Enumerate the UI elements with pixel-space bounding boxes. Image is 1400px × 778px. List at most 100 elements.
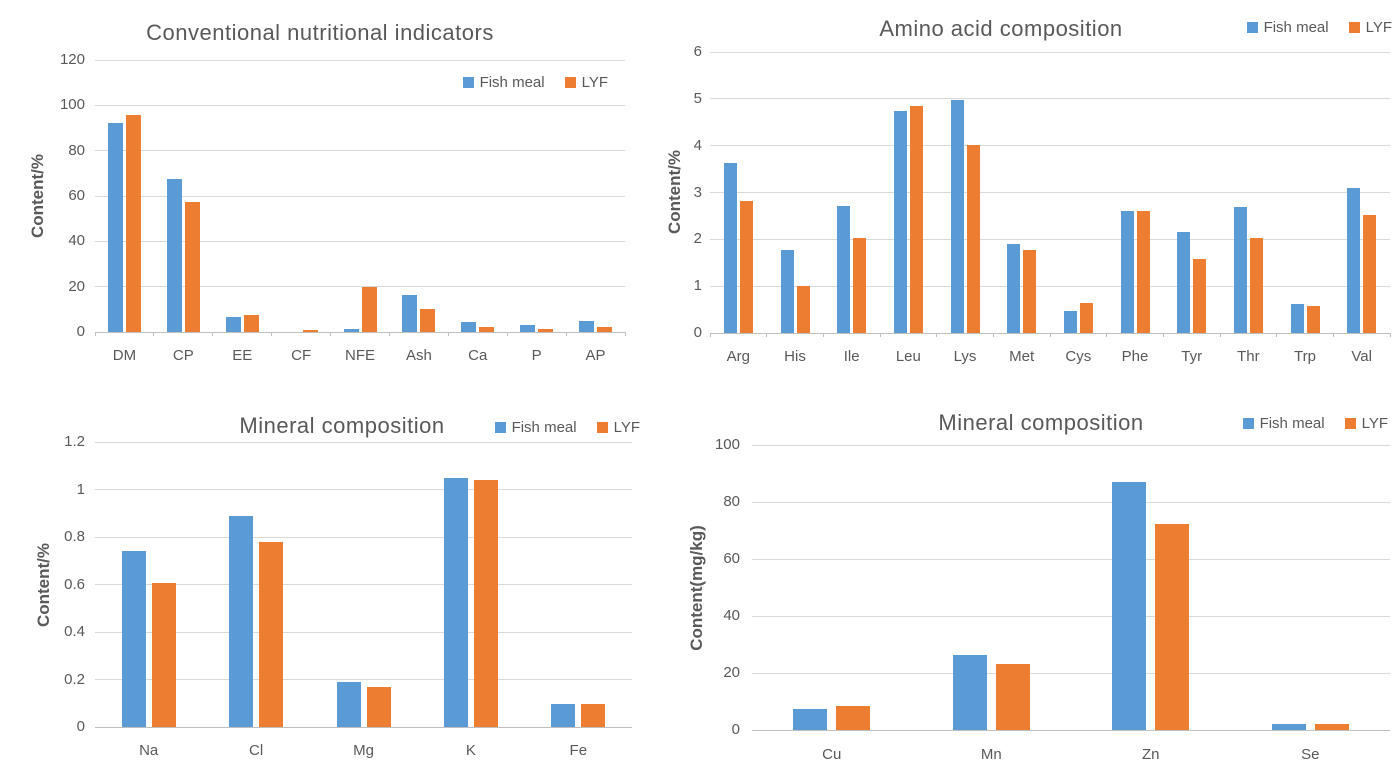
x-axis-tick <box>822 333 824 337</box>
bar-fish-meal-k <box>444 478 468 727</box>
x-tick-label: Lys <box>953 348 977 365</box>
gridline <box>95 150 625 152</box>
y-tick-label: 1.2 <box>64 433 85 450</box>
bar-fish-meal-mn <box>953 655 987 730</box>
x-axis-tick <box>1332 333 1334 337</box>
legend-swatch-fish-meal-icon <box>1242 418 1254 429</box>
x-tick-label: Se <box>1301 746 1320 763</box>
bar-fish-meal-ile <box>837 206 850 333</box>
x-axis-tick <box>1049 333 1051 337</box>
bar-fish-meal-ash <box>402 295 417 332</box>
gridline <box>710 192 1390 193</box>
bar-lyf-dm <box>126 115 141 332</box>
bar-lyf-zn <box>1155 524 1189 730</box>
bar-lyf-fe <box>581 704 605 727</box>
gridline <box>752 444 1390 446</box>
legend: Fish meal LYF <box>1246 19 1392 36</box>
plot-area <box>709 51 1391 337</box>
x-tick-label: Mn <box>980 746 1002 763</box>
bar-fish-meal-cys <box>1064 311 1077 333</box>
gridline <box>95 536 632 538</box>
x-tick-label: Val <box>1351 348 1372 365</box>
x-tick-label: Mg <box>353 742 374 759</box>
gridline <box>95 286 625 288</box>
y-tick-label: 100 <box>59 96 85 114</box>
y-tick-label: 5 <box>693 89 702 107</box>
gridline <box>95 631 632 633</box>
bar-fish-meal-cu <box>793 709 827 730</box>
bar-fish-meal-se <box>1272 724 1306 730</box>
bar-lyf-arg <box>740 201 753 333</box>
x-axis-tick <box>936 333 938 337</box>
x-axis-tick <box>506 332 508 336</box>
legend-label-fish-meal: Fish meal <box>1259 415 1325 432</box>
bar-lyf-p <box>538 329 553 332</box>
x-axis-tick <box>565 332 567 336</box>
x-axis-tick <box>94 332 96 336</box>
y-tick-label: 6 <box>693 43 702 60</box>
y-tick-label: 20 <box>68 277 85 295</box>
legend-label-fish-meal: Fish meal <box>1263 19 1329 36</box>
y-tick-label: 120 <box>59 51 85 68</box>
x-axis-tick <box>879 333 881 337</box>
x-axis-tick <box>330 332 332 336</box>
legend-label-lyf: LYF <box>1361 415 1388 432</box>
y-axis-title: Content(mg/kg) <box>687 525 706 651</box>
x-tick-label: NFE <box>345 347 375 364</box>
chart-mineral-composition-percent: Mineral composition Content/% Fish meal … <box>0 389 662 778</box>
bar-fish-meal-his <box>781 250 794 333</box>
legend-swatch-lyf-icon <box>1348 22 1360 33</box>
y-tick-label: 0.2 <box>64 670 85 688</box>
x-tick-label: Tyr <box>1181 348 1203 365</box>
plot-area <box>94 59 626 336</box>
x-tick-label: Trp <box>1294 348 1316 365</box>
legend: Fish meal LYF <box>462 74 608 91</box>
chart-title: Mineral composition <box>239 413 445 438</box>
bar-fish-meal-trp <box>1291 304 1304 333</box>
x-axis-tick <box>388 332 390 336</box>
x-tick-label: K <box>465 742 476 759</box>
y-tick-label: 0.8 <box>64 528 85 545</box>
x-axis-tick <box>447 332 449 336</box>
gridline <box>710 285 1390 287</box>
y-tick-label: 100 <box>714 436 740 453</box>
legend-label-lyf: LYF <box>613 419 640 436</box>
gridline <box>95 441 632 443</box>
y-tick-label: 80 <box>723 493 740 510</box>
gridline <box>752 672 1390 674</box>
x-axis-line <box>95 331 625 333</box>
x-axis-tick <box>271 332 273 336</box>
bar-lyf-ash <box>420 309 435 332</box>
x-axis-tick <box>1389 333 1391 337</box>
legend-item-fish-meal: Fish meal <box>1242 415 1325 432</box>
bar-lyf-cp <box>185 202 200 332</box>
legend-item-fish-meal: Fish meal <box>494 419 577 436</box>
bar-lyf-leu <box>910 106 923 333</box>
y-tick-label: 60 <box>68 187 85 204</box>
legend-label-lyf: LYF <box>581 74 608 91</box>
y-tick-label: 80 <box>68 141 85 159</box>
x-axis-tick <box>766 333 768 337</box>
bar-lyf-ee <box>244 315 259 332</box>
bar-lyf-thr <box>1250 238 1263 333</box>
chart-amino-acid-composition: Amino acid composition Content/% Fish me… <box>662 0 1400 389</box>
y-tick-label: 3 <box>693 183 702 201</box>
bar-lyf-cl <box>259 542 283 727</box>
y-tick-label: 20 <box>723 664 740 681</box>
bar-fish-meal-phe <box>1121 211 1134 333</box>
x-axis-tick <box>624 332 626 336</box>
bar-fish-meal-met <box>1007 244 1020 333</box>
x-tick-label: DM <box>112 347 137 364</box>
y-tick-label: 40 <box>723 607 740 624</box>
bar-lyf-mn <box>996 664 1030 730</box>
bar-fish-meal-ca <box>461 322 476 332</box>
bar-lyf-k <box>474 480 498 727</box>
bar-fish-meal-leu <box>894 111 907 333</box>
gridline <box>95 679 632 680</box>
x-axis-tick <box>1106 333 1108 337</box>
x-tick-label: Leu <box>895 348 921 365</box>
bar-fish-meal-thr <box>1234 207 1247 333</box>
legend-swatch-fish-meal-icon <box>494 422 506 433</box>
x-tick-label: Cl <box>249 742 264 759</box>
bar-fish-meal-mg <box>337 682 361 727</box>
